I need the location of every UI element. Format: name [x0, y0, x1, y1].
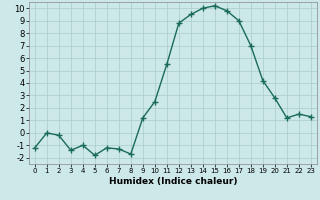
X-axis label: Humidex (Indice chaleur): Humidex (Indice chaleur) — [108, 177, 237, 186]
